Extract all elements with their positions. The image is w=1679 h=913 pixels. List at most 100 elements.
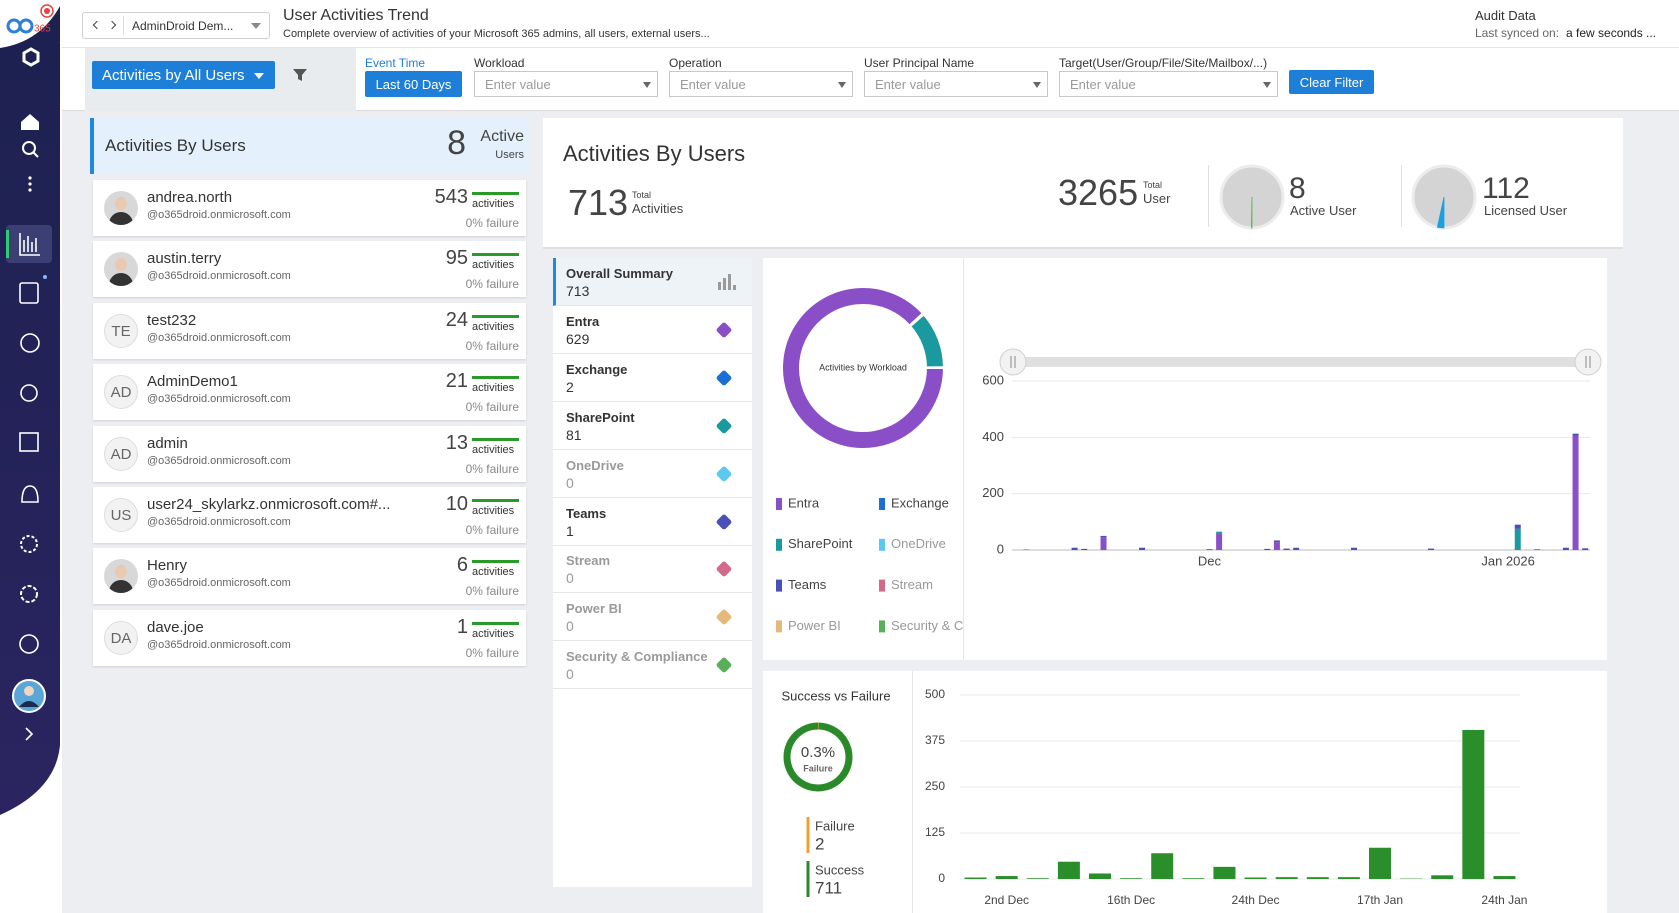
tenant-nav[interactable]: AdminDroid Dem... <box>82 12 270 39</box>
sidebar-icon[interactable] <box>22 47 40 67</box>
active-item[interactable] <box>6 225 52 263</box>
user-count: 6 <box>456 554 468 577</box>
active-label: Active <box>480 128 524 145</box>
sidebar-icon[interactable] <box>21 485 39 503</box>
filter-label: Target(User/Group/File/Site/Mailbox/...) <box>1059 56 1268 70</box>
filter-label: User Principal Name <box>864 56 975 70</box>
workload-count: 0 <box>566 474 574 491</box>
active-sub: Users <box>495 149 524 161</box>
tenant-name: AdminDroid Dem... <box>132 19 234 33</box>
user-count: 1 <box>456 615 468 638</box>
workload-icon <box>715 321 733 339</box>
user-success-bar <box>472 376 519 380</box>
user-card[interactable]: DA dave.joe @o365droid.onmicrosoft.com 1 act… <box>93 609 526 666</box>
workload-item[interactable]: Entra 629 <box>553 306 752 354</box>
nav-divider <box>123 16 124 35</box>
clear-filter-button[interactable]: Clear Filter <box>1289 70 1374 94</box>
more-icon[interactable] <box>28 176 32 180</box>
user-success-bar <box>472 192 519 195</box>
user-photo-face <box>115 565 127 579</box>
event-time-button[interactable]: Last 60 Days <box>365 71 462 97</box>
logo-shape <box>44 8 50 14</box>
event-time-value: Last 60 Days <box>375 77 452 92</box>
workload-icon <box>715 513 733 530</box>
user-photo-body <box>109 273 133 287</box>
user-card[interactable]: andrea.north @o365droid.onmicrosoft.com 54… <box>93 180 526 236</box>
user-card[interactable]: AD AdminDemo1 @o365droid.onmicrosoft.com 21… <box>93 364 526 421</box>
filter-input[interactable]: Enter value <box>1059 71 1278 97</box>
workload-icon-shape <box>715 321 733 339</box>
user-failure: 0% failure <box>465 400 519 415</box>
workload-item[interactable]: Stream 0 <box>553 545 752 594</box>
user-card[interactable]: Henry @o365droid.onmicrosoft.com 6 activiti… <box>93 548 526 605</box>
user-count: 21 <box>445 370 468 393</box>
sidebar-icon[interactable] <box>20 384 38 402</box>
sidebar-dot <box>43 275 47 279</box>
user-count-label: activities <box>472 566 515 579</box>
user-domain: @o365droid.onmicrosoft.com <box>147 393 291 406</box>
profile-avatar <box>19 701 39 707</box>
user-card[interactable]: AD admin @o365droid.onmicrosoft.com 13 activ… <box>93 425 526 482</box>
filter-input[interactable]: Enter value <box>474 71 658 97</box>
sidebar-icon[interactable] <box>19 432 39 452</box>
workload-icon <box>715 417 733 435</box>
workload-item[interactable]: OneDrive 0 <box>553 450 752 498</box>
home-icon[interactable] <box>21 114 39 130</box>
user-success-bar <box>472 499 519 502</box>
workload-count: 0 <box>566 570 574 587</box>
sidebar-icon[interactable] <box>20 535 38 553</box>
sidebar-icon[interactable] <box>20 585 38 603</box>
user-card[interactable]: TE test232 @o365droid.onmicrosoft.com 24 act… <box>93 302 526 359</box>
workload-icon-shape <box>715 608 733 626</box>
workload-count: 713 <box>566 283 590 299</box>
search-icon[interactable] <box>22 141 36 155</box>
sidebar: 365 <box>0 0 62 913</box>
workload-item[interactable]: Overall Summary 713 <box>553 258 752 306</box>
user-domain: @o365droid.onmicrosoft.com <box>147 270 291 283</box>
user-failure: 0% failure <box>465 461 519 476</box>
nav-forward[interactable] <box>107 20 117 30</box>
help-icon[interactable] <box>19 634 39 654</box>
filter-icon[interactable] <box>292 67 308 83</box>
workload-item[interactable]: Exchange 2 <box>553 354 752 402</box>
user-count-label: activities <box>472 198 515 210</box>
view-caret <box>254 73 264 79</box>
workload-name: Teams <box>566 505 607 521</box>
user-initials-avatar: DA <box>104 620 138 655</box>
page-title: User Activities Trend <box>283 7 429 24</box>
user-count: 10 <box>445 493 468 515</box>
workload-item[interactable]: Security & Compliance 0 <box>553 641 752 690</box>
workload-icon-bar <box>728 274 731 290</box>
user-domain: @o365droid.onmicrosoft.com <box>147 638 291 651</box>
user-card[interactable]: US user24_skylarkz.onmicrosoft.com#... @o3… <box>93 487 526 543</box>
active-users: 8 <box>1289 172 1306 205</box>
workload-name: SharePoint <box>566 409 635 425</box>
synced-label: Last synced on: <box>1475 26 1560 40</box>
workload-count: 2 <box>566 378 574 395</box>
expand-icon[interactable] <box>25 727 34 741</box>
user-failure: 0% failure <box>465 645 519 660</box>
filter-caret <box>1033 82 1041 88</box>
filter-caret <box>643 82 651 88</box>
sidebar-icon[interactable] <box>20 333 40 353</box>
user-domain: @o365droid.onmicrosoft.com <box>147 331 291 344</box>
filter-input[interactable]: Enter value <box>669 71 853 97</box>
user-failure: 0% failure <box>465 216 519 230</box>
sidebar-icon[interactable] <box>19 282 39 304</box>
filter-input[interactable]: Enter value <box>864 71 1048 97</box>
total-activities-top: Total <box>632 190 652 200</box>
workload-item[interactable]: Power BI 0 <box>553 593 752 642</box>
tenant-caret[interactable] <box>251 23 261 29</box>
workload-item[interactable]: Teams 1 <box>553 498 752 546</box>
user-card[interactable]: austin.terry @o365droid.onmicrosoft.com 95… <box>93 241 526 298</box>
more-icon <box>28 188 32 192</box>
nav-back[interactable] <box>92 20 102 30</box>
user-photo <box>104 559 138 594</box>
user-initials-avatar: AD <box>104 375 138 410</box>
view-button[interactable]: Activities by All Users <box>92 61 275 89</box>
audit-title: Audit Data <box>1475 8 1536 23</box>
workload-icon-bar <box>723 278 726 290</box>
workload-item[interactable]: SharePoint 81 <box>553 402 752 450</box>
user-name: user24_skylarkz.onmicrosoft.com#... <box>147 496 391 513</box>
top-bar <box>62 0 1679 48</box>
